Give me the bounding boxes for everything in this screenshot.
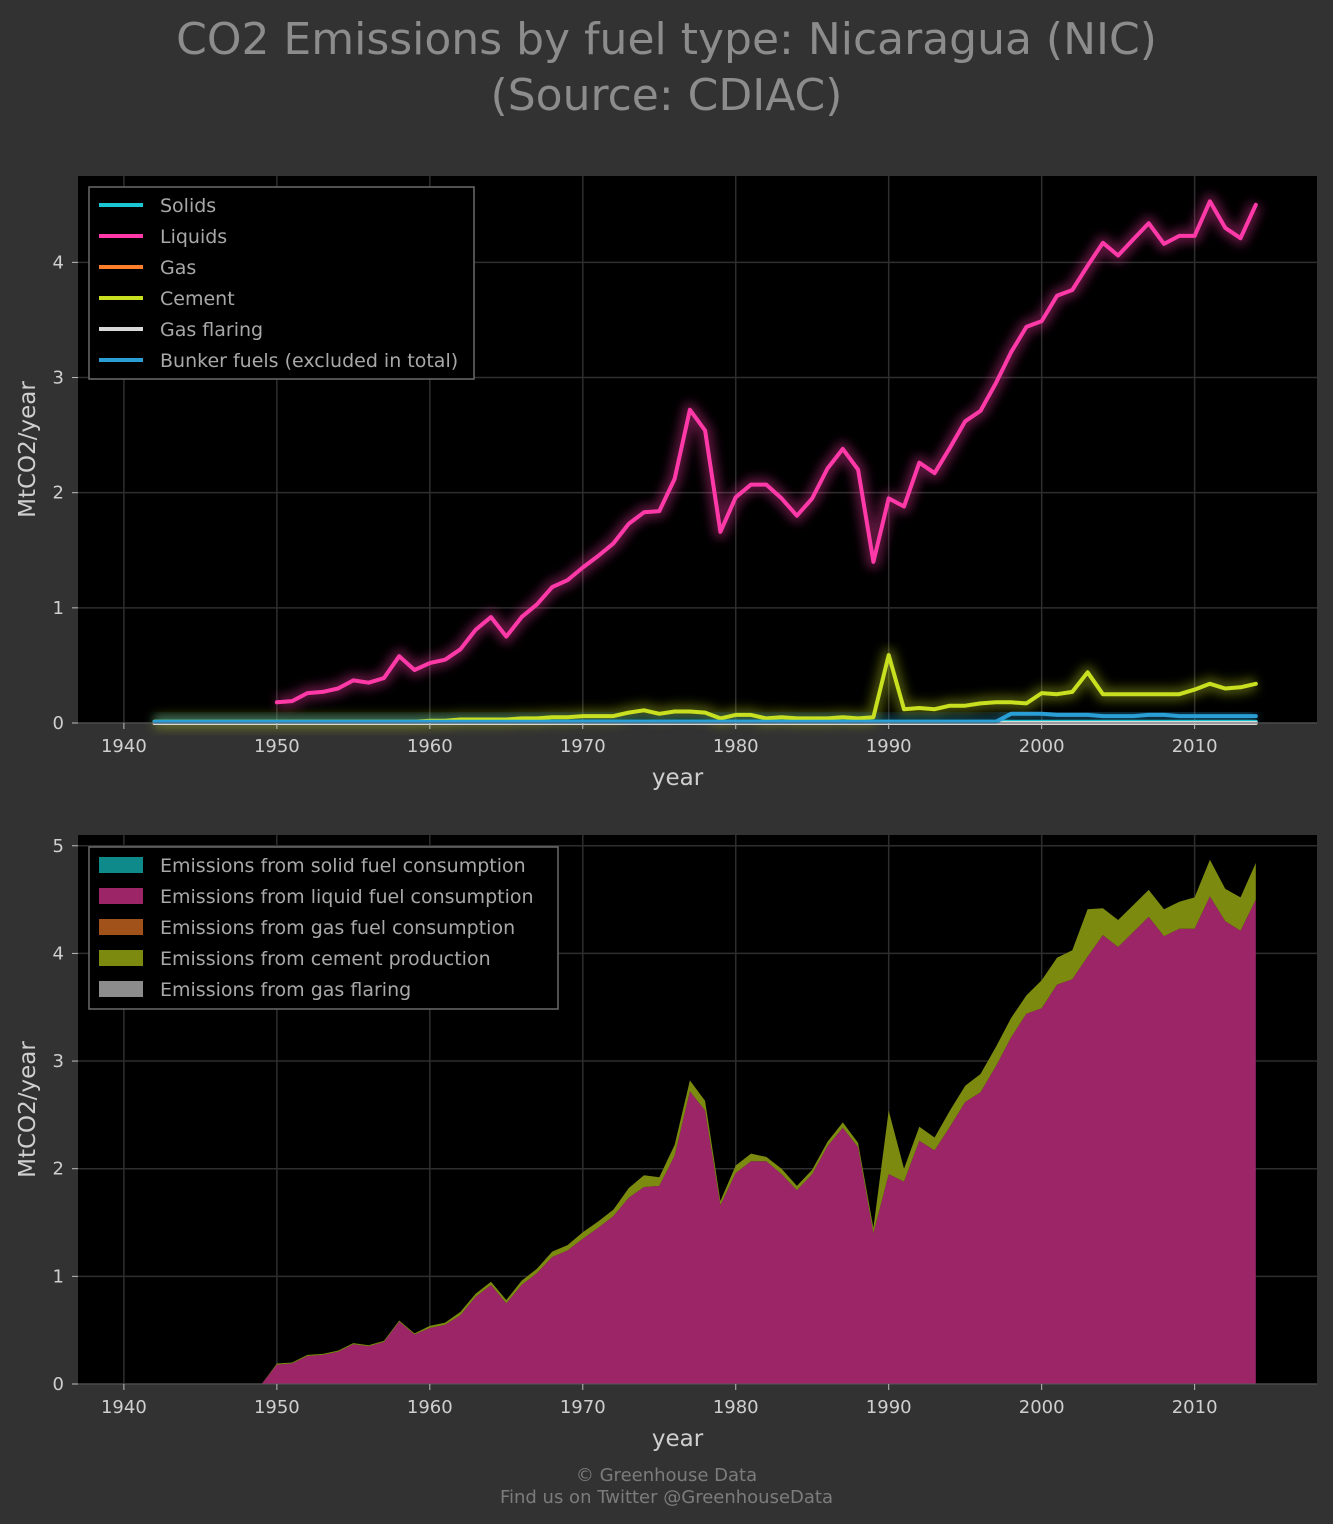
legend-label-gas-flaring: Gas flaring — [160, 319, 263, 341]
y-tick-label: 4 — [53, 943, 64, 964]
x-tick-label: 1940 — [101, 736, 147, 757]
legend-swatch-emissions-from-cement-production — [99, 950, 143, 966]
x-tick-label: 2000 — [1019, 736, 1065, 757]
chart-title: CO2 Emissions by fuel type: Nicaragua (N… — [0, 12, 1333, 124]
area-emissions-from-liquid-fuel-consumption — [154, 896, 1256, 1384]
y-tick-label: 4 — [53, 252, 64, 273]
x-tick-label: 1970 — [560, 1397, 606, 1418]
footer-twitter: Find us on Twitter @GreenhouseData — [499, 1487, 834, 1508]
footer-copyright: © Greenhouse Data — [575, 1465, 758, 1486]
x-tick-label: 1940 — [101, 1397, 147, 1418]
chart-panel-1: 1940 1950 1960 1970 1980 1990 2000 2010 0 1 2 3 4 yea… — [15, 176, 1317, 791]
chart-panel-2: 1940 1950 1960 1970 1980 1990 2000 2010 0 1 2 3 4 5 ye… — [15, 835, 1317, 1452]
y-tick-label: 2 — [53, 1159, 64, 1180]
y-tick-label: 0 — [53, 713, 64, 734]
legend-label-emissions-from-cement-production: Emissions from cement production — [160, 948, 491, 970]
legend-label-gas: Gas — [160, 257, 196, 279]
x-tick-label: 1950 — [254, 736, 300, 757]
x-tick-label: 2010 — [1172, 1397, 1218, 1418]
series-line-bunker-fuels-excluded-in-total — [152, 711, 1258, 724]
legend-label-bunker-fuels-excluded-in-total: Bunker fuels (excluded in total) — [160, 350, 458, 372]
legend-swatch-emissions-from-gas-fuel-consumption — [99, 919, 143, 935]
x-tick-label: 2000 — [1019, 1397, 1065, 1418]
legend: Emissions from solid fuel consumption Emi… — [88, 846, 559, 1010]
legend-frame — [88, 186, 475, 380]
x-tick-label: 1980 — [713, 1397, 759, 1418]
x-tick-label: 1970 — [560, 736, 606, 757]
area-emissions-from-cement-production — [154, 859, 1256, 1384]
legend-swatch-emissions-from-solid-fuel-consumption — [99, 857, 143, 873]
x-tick-label: 1990 — [866, 1397, 912, 1418]
y-tick-label: 0 — [53, 1374, 64, 1395]
legend-label-emissions-from-gas-flaring: Emissions from gas flaring — [160, 979, 411, 1001]
legend-label-emissions-from-liquid-fuel-consumption: Emissions from liquid fuel consumption — [160, 886, 534, 908]
y-tick-label: 3 — [53, 1051, 64, 1072]
y-tick-label: 2 — [53, 483, 64, 504]
y-tick-label: 1 — [53, 598, 64, 619]
legend-label-solids: Solids — [160, 195, 216, 217]
legend-swatch-emissions-from-liquid-fuel-consumption — [99, 888, 143, 904]
y-axis-label: MtCO2/year — [15, 1041, 41, 1178]
y-tick-label: 5 — [53, 836, 64, 857]
legend-label-liquids: Liquids — [160, 226, 227, 248]
chart-title-line-1: CO2 Emissions by fuel type: Nicaragua (N… — [176, 14, 1157, 65]
y-tick-label: 1 — [53, 1266, 64, 1287]
y-tick-label: 3 — [53, 368, 64, 389]
legend-label-emissions-from-solid-fuel-consumption: Emissions from solid fuel consumption — [160, 855, 526, 877]
legend-swatch-emissions-from-gas-flaring — [99, 981, 143, 997]
x-tick-label: 2010 — [1172, 736, 1218, 757]
x-tick-label: 1960 — [407, 1397, 453, 1418]
x-tick-label: 1960 — [407, 736, 453, 757]
legend-label-cement: Cement — [160, 288, 235, 310]
legend-frame — [88, 846, 559, 1010]
y-axis-label: MtCO2/year — [15, 381, 41, 518]
series-line-liquids — [274, 199, 1258, 705]
x-tick-label: 1990 — [866, 736, 912, 757]
legend-label-emissions-from-gas-fuel-consumption: Emissions from gas fuel consumption — [160, 917, 515, 939]
x-axis-label: year — [652, 765, 704, 791]
x-tick-label: 1950 — [254, 1397, 300, 1418]
x-tick-label: 1980 — [713, 736, 759, 757]
legend: Solids Liquids Gas Cement Gas flaring Bunker … — [88, 186, 475, 380]
chart-title-line-2: (Source: CDIAC) — [490, 70, 843, 121]
x-axis-label: year — [652, 1426, 704, 1452]
